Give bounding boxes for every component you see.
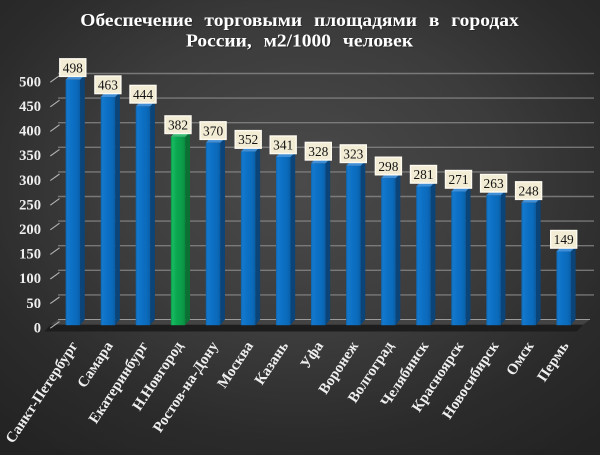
- svg-text:0: 0: [34, 320, 41, 336]
- svg-text:50: 50: [26, 296, 41, 312]
- svg-text:328: 328: [308, 144, 328, 159]
- svg-text:370: 370: [203, 123, 223, 138]
- svg-text:281: 281: [413, 167, 433, 182]
- svg-text:444: 444: [133, 87, 153, 102]
- svg-text:271: 271: [448, 172, 468, 187]
- svg-text:500: 500: [19, 74, 41, 90]
- svg-text:300: 300: [19, 173, 41, 189]
- svg-text:298: 298: [378, 159, 398, 174]
- svg-text:323: 323: [343, 147, 363, 162]
- svg-text:250: 250: [19, 197, 41, 213]
- svg-text:450: 450: [19, 99, 41, 115]
- svg-text:149: 149: [554, 232, 574, 247]
- svg-text:Обеспечение торговыми площадям: Обеспечение торговыми площадями в города…: [80, 10, 519, 30]
- svg-text:200: 200: [19, 222, 41, 238]
- svg-text:248: 248: [519, 183, 539, 198]
- svg-text:России, м2/1000 человек: России, м2/1000 человек: [186, 31, 413, 51]
- svg-text:498: 498: [63, 60, 83, 75]
- svg-text:400: 400: [19, 124, 41, 140]
- svg-text:263: 263: [484, 176, 504, 191]
- svg-text:150: 150: [19, 247, 41, 263]
- svg-text:352: 352: [238, 132, 258, 147]
- svg-text:382: 382: [168, 118, 188, 133]
- svg-text:350: 350: [19, 148, 41, 164]
- svg-text:100: 100: [19, 271, 41, 287]
- svg-text:341: 341: [273, 138, 293, 153]
- svg-text:Обеспечение торговыми площадям: Обеспечение торговыми площадями в города…: [81, 12, 520, 32]
- svg-text:463: 463: [98, 78, 118, 93]
- svg-text:России, м2/1000 человек: России, м2/1000 человек: [187, 32, 414, 52]
